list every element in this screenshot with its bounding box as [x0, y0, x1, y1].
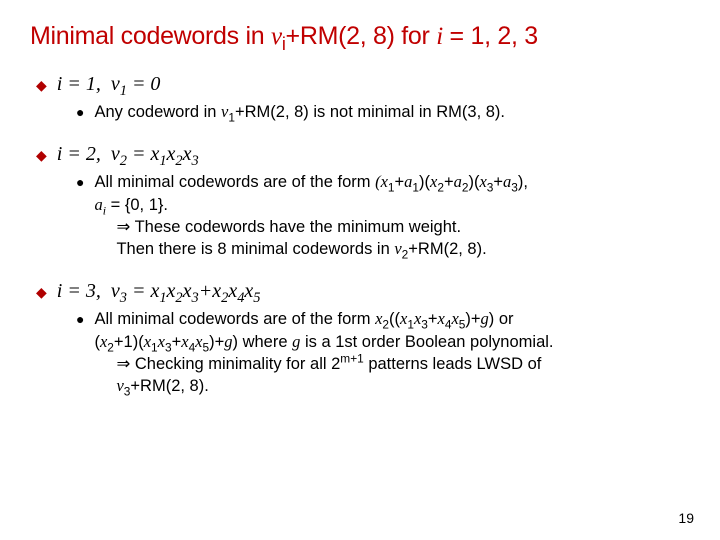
level2-item: ● All minimal codewords are of the form (…	[76, 171, 690, 260]
diamond-icon: ◆	[36, 143, 47, 167]
page-number: 19	[678, 510, 694, 526]
level2-text: All minimal codewords are of the form (x…	[94, 171, 528, 260]
dot-icon: ●	[76, 308, 84, 330]
level2-item: ● Any codeword in v1+RM(2, 8) is not mini…	[76, 101, 690, 123]
diamond-icon: ◆	[36, 73, 47, 97]
level1-text: i = 2, v2 = x1x2x3	[57, 143, 199, 166]
level1-text: i = 1, v1 = 0	[57, 73, 161, 96]
dot-icon: ●	[76, 171, 84, 193]
level1-item: ◆ i = 1, v1 = 0	[30, 73, 690, 97]
slide-title: Minimal codewords in vi+RM(2, 8) for i =…	[30, 22, 690, 51]
bullet-block: ◆ i = 1, v1 = 0 ● Any codeword in v1+RM(2, …	[30, 73, 690, 123]
bullet-block: ◆ i = 3, v3 = x1x2x3+x2x4x5 ● All minimal c…	[30, 280, 690, 397]
diamond-icon: ◆	[36, 280, 47, 304]
level2-text: Any codeword in v1+RM(2, 8) is not minim…	[94, 101, 505, 123]
level1-text: i = 3, v3 = x1x2x3+x2x4x5	[57, 280, 261, 303]
bullet-block: ◆ i = 2, v2 = x1x2x3 ● All minimal codeword…	[30, 143, 690, 260]
dot-icon: ●	[76, 101, 84, 123]
level1-item: ◆ i = 2, v2 = x1x2x3	[30, 143, 690, 167]
level2-item: ● All minimal codewords are of the form x…	[76, 308, 690, 397]
level2-text: All minimal codewords are of the form x2…	[94, 308, 553, 397]
level1-item: ◆ i = 3, v3 = x1x2x3+x2x4x5	[30, 280, 690, 304]
